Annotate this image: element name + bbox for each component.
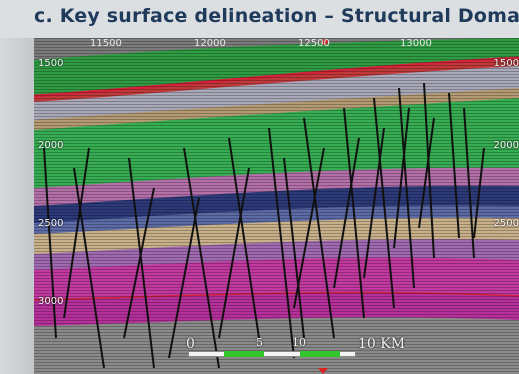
page-title: c. Key surface delineation – Structural … [34,5,519,27]
seismic-section-panel: 11500 12000 12500 13000 1500 2000 2500 3… [34,38,519,374]
scale-bar-segment [300,351,340,357]
scale-bar-unit-label: 10 KM [358,336,406,352]
scale-bar-tick-label: 5 [256,336,263,349]
fault-lines [43,82,485,369]
top-axis: 11500 12000 12500 13000 [34,38,519,52]
top-axis-tick: 12000 [194,38,226,49]
seismic-section-image [34,38,519,374]
scale-bar-segment [224,351,264,357]
top-axis-tick: 11500 [90,38,122,49]
depth-label-left: 1500 [38,58,64,69]
scale-bar: 0 5 10 10 KM [186,336,418,360]
depth-label-right: 2000 [493,140,519,151]
slide-margin [0,38,34,374]
top-axis-tick: 12500 [298,38,330,49]
scale-bar-start-label: 0 [186,336,195,352]
depth-label-right: 2500 [493,218,519,229]
depth-label-left: 2500 [38,218,64,229]
depth-label-left: 2000 [38,140,64,151]
top-axis-tick: 13000 [400,38,432,49]
scale-bar-tick-label: 10 [292,336,306,349]
depth-label-right: 1500 [493,58,519,69]
depth-label-left: 3000 [38,296,64,307]
scale-bar-track [188,351,356,357]
